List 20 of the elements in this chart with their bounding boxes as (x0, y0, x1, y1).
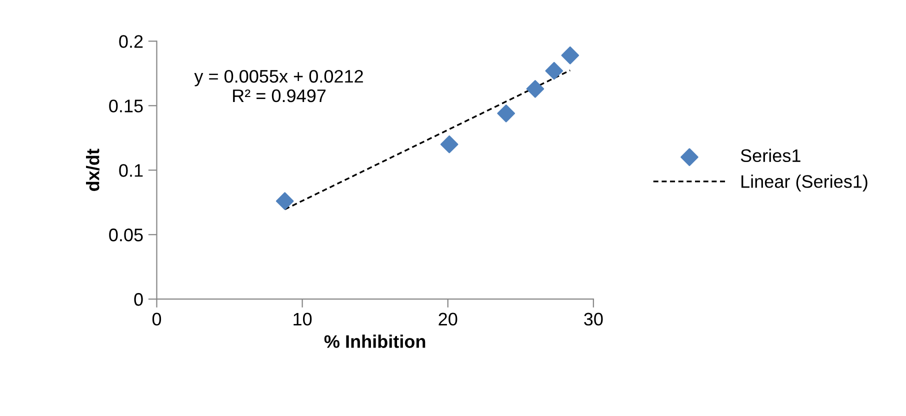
y-tick-label: 0.2 (119, 35, 143, 48)
y-tick-label: 0.15 (109, 100, 143, 112)
legend-label: Linear (Series1) (741, 174, 868, 192)
point (276, 192, 294, 210)
x-axis-title: % Inhibition (324, 334, 426, 348)
x-tick-label: 10 (294, 312, 312, 326)
annotation: y = 0.0055x + 0.0212 R² = 0.9497 (194, 70, 363, 102)
y-tick-label: 0 (134, 293, 143, 306)
point (497, 104, 516, 122)
x-tick-label: 30 (584, 312, 603, 326)
y-tick-label: 0.1 (119, 164, 143, 177)
point (526, 80, 544, 98)
x-tick-label: 20 (438, 312, 458, 326)
y-axis-title: dx/dt (86, 148, 100, 191)
point (545, 62, 564, 80)
x-tick-label: 0 (152, 312, 162, 326)
y-tick-label: 0.05 (109, 228, 143, 242)
point (561, 46, 580, 64)
point (440, 135, 458, 154)
legend-label: Series1 (740, 148, 800, 162)
